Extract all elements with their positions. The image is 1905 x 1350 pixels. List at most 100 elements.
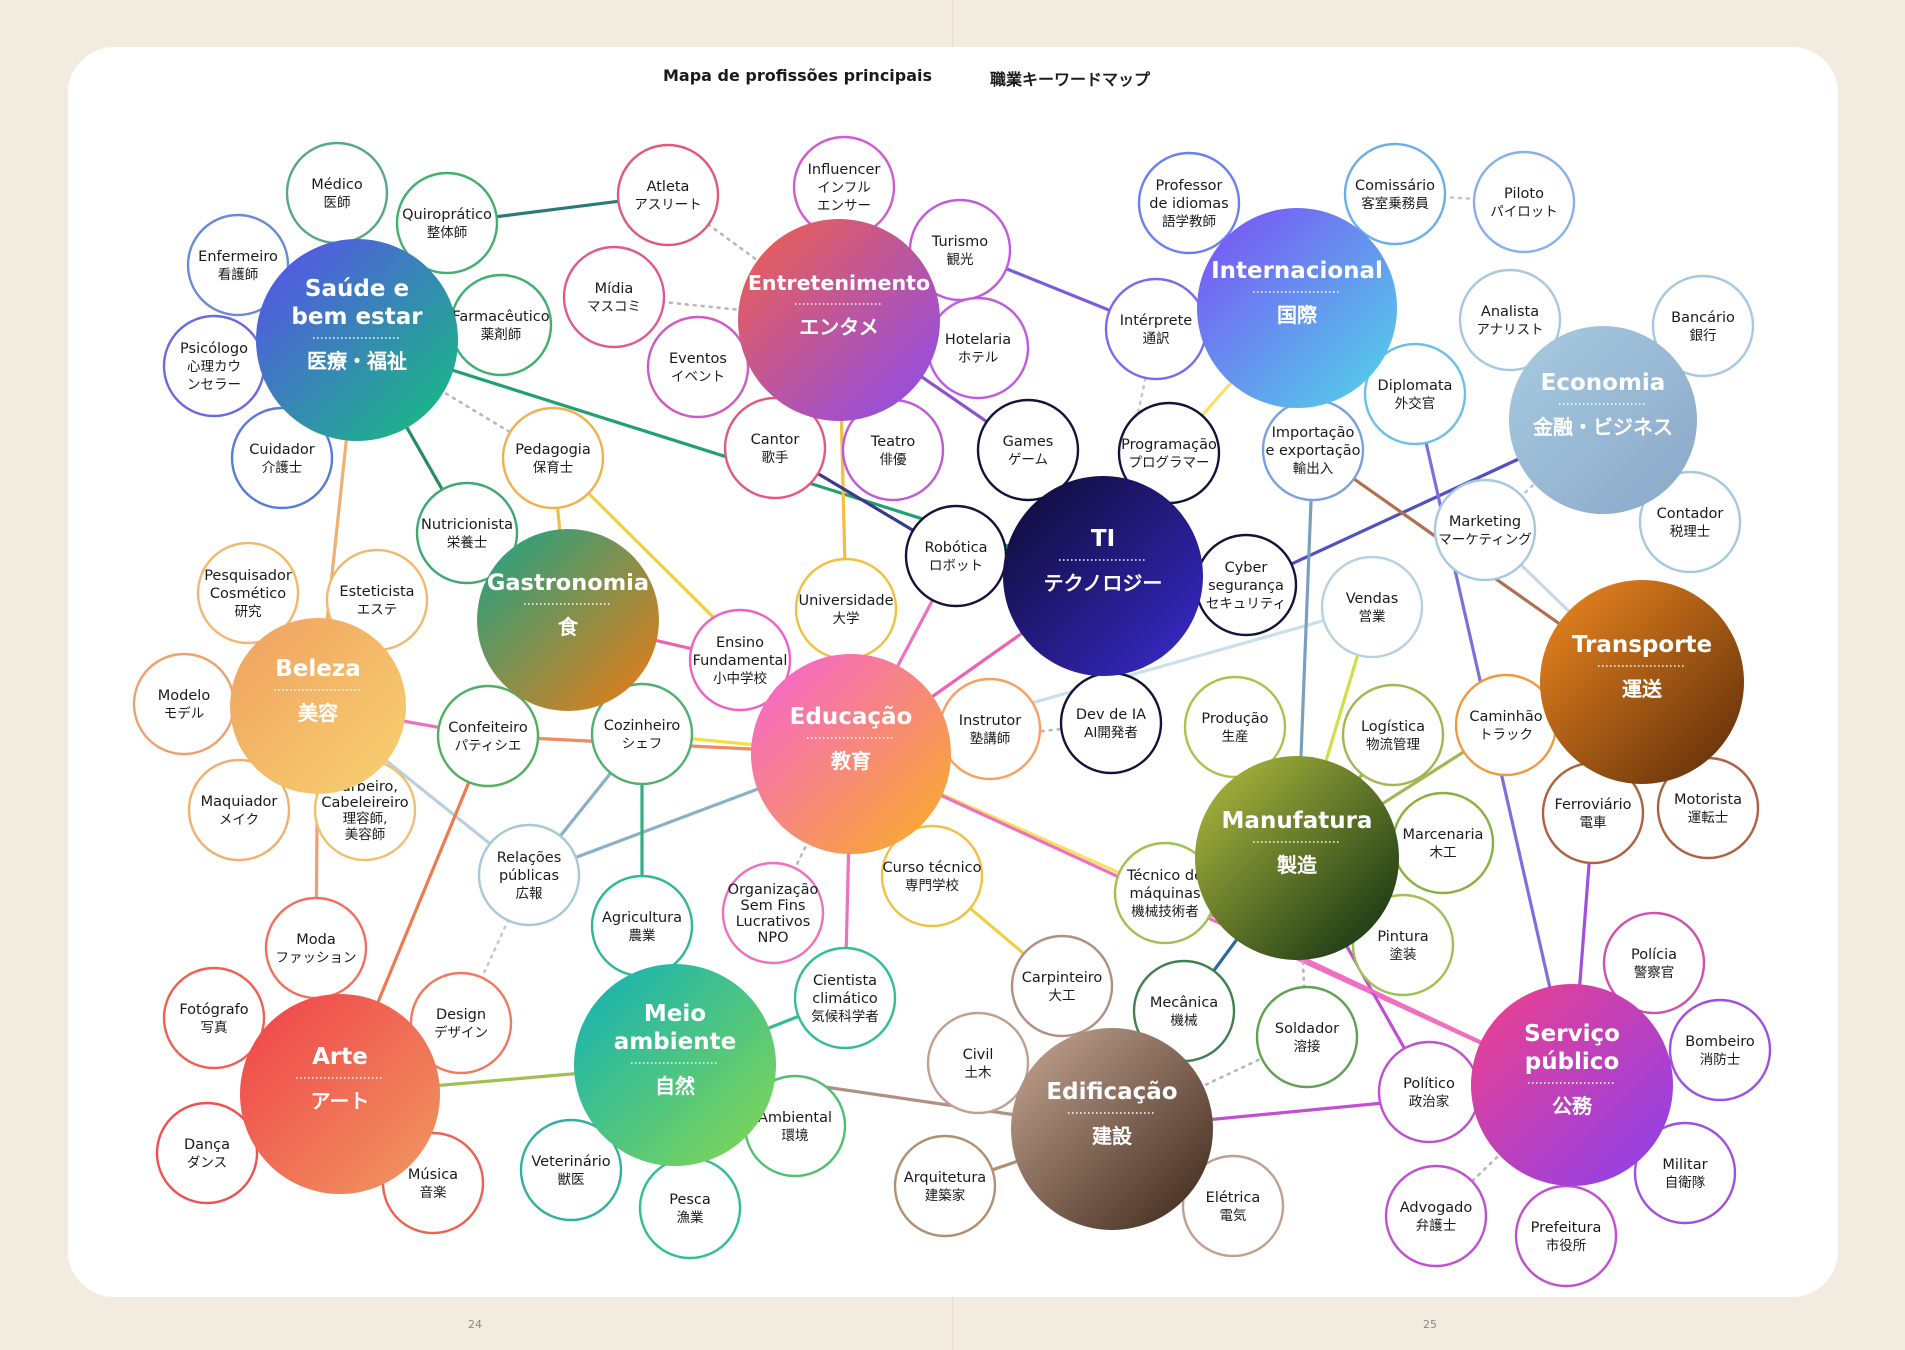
node-marketing[interactable]: Marketing マーケティング	[1433, 478, 1537, 582]
hub-subtitle: 自然	[655, 1074, 695, 1098]
node-label: Marketing	[1449, 514, 1521, 530]
node-mecanica[interactable]: Mecânica 機械	[1132, 959, 1236, 1063]
node-circle	[1010, 934, 1114, 1038]
node-bombeiro[interactable]: Bombeiro 消防士	[1668, 998, 1772, 1102]
node-eletrica[interactable]: Elétrica 電気	[1181, 1154, 1285, 1258]
hub-edificacao[interactable]: Edificação 建設	[1011, 1028, 1213, 1230]
hub-economia[interactable]: Economia 金融・ビジネス	[1509, 326, 1697, 514]
node-danca[interactable]: Dança ダンス	[155, 1101, 259, 1205]
node-label: Pesca	[669, 1192, 711, 1208]
node-games[interactable]: Games ゲーム	[976, 398, 1080, 502]
hub-arte[interactable]: Arte アート	[240, 994, 440, 1194]
node-midia[interactable]: Mídia マスコミ	[562, 245, 666, 349]
node-marcenaria[interactable]: Marcenaria 木工	[1391, 791, 1495, 895]
node-confeiteiro[interactable]: Confeiteiro パティシエ	[436, 684, 540, 788]
node-cientista[interactable]: Cientista climático 気候科学者	[793, 946, 897, 1050]
node-piloto[interactable]: Piloto パイロット	[1472, 150, 1576, 254]
node-motorista[interactable]: Motorista 運転士	[1656, 756, 1760, 860]
node-caminhao[interactable]: Caminhão トラック	[1454, 673, 1558, 777]
node-circle	[1668, 998, 1772, 1102]
node-eventos[interactable]: Eventos イベント	[646, 315, 750, 419]
hub-manufatura[interactable]: Manufatura 製造	[1195, 756, 1399, 960]
node-agricultura[interactable]: Agricultura 農業	[590, 874, 694, 978]
hub-educacao[interactable]: Educação 教育	[751, 654, 951, 854]
node-hotelaria[interactable]: Hotelaria ホテル	[926, 296, 1030, 400]
node-circle	[415, 481, 519, 585]
node-farma[interactable]: Farmacêutico 薬剤師	[449, 273, 553, 377]
node-cyber[interactable]: Cyber segurança セキュリティ	[1194, 533, 1298, 637]
node-medico[interactable]: Médico 医師	[285, 141, 389, 245]
node-devia[interactable]: Dev de IA AI開発者	[1059, 671, 1163, 775]
node-advogado[interactable]: Advogado 弁護士	[1384, 1164, 1488, 1268]
node-label: e exportação	[1265, 443, 1360, 459]
node-analista[interactable]: Analista アナリスト	[1458, 268, 1562, 372]
node-vendas[interactable]: Vendas 営業	[1320, 555, 1424, 659]
node-relacoes[interactable]: Relações públicas 広報	[477, 823, 581, 927]
hub-transporte[interactable]: Transporte 運送	[1540, 580, 1744, 784]
hub-gastronomia[interactable]: Gastronomia 食	[477, 529, 659, 711]
hub-entretenimento[interactable]: Entretenimento エンタメ	[738, 219, 940, 421]
hub-ti[interactable]: TI テクノロジー	[1003, 476, 1203, 676]
node-robotica[interactable]: Robótica ロボット	[904, 504, 1008, 608]
node-label: アナリスト	[1476, 322, 1543, 338]
node-label: 心理カウ	[187, 359, 241, 375]
node-moda[interactable]: Moda ファッション	[264, 896, 368, 1000]
node-ferroviario[interactable]: Ferroviário 電車	[1541, 761, 1645, 865]
node-label: 営業	[1359, 609, 1387, 625]
node-label: エンサー	[817, 198, 871, 214]
node-militar[interactable]: Militar 自衛隊	[1633, 1121, 1737, 1225]
node-bancario[interactable]: Bancário 銀行	[1651, 274, 1755, 378]
node-contador[interactable]: Contador 税理士	[1638, 470, 1742, 574]
node-civil[interactable]: Civil 土木	[926, 1011, 1030, 1115]
node-logistica[interactable]: Logística 物流管理	[1341, 683, 1445, 787]
node-atleta[interactable]: Atleta アスリート	[616, 143, 720, 247]
node-interprete[interactable]: Intérprete 通訳	[1104, 277, 1208, 381]
node-cuidador[interactable]: Cuidador 介護士	[230, 406, 334, 510]
node-quiro[interactable]: Quiroprático 整体師	[395, 171, 499, 275]
node-importacao[interactable]: Importação e exportação 輸出入	[1261, 398, 1365, 502]
node-label: 美容師	[345, 826, 386, 843]
node-teatro[interactable]: Teatro 俳優	[841, 398, 945, 502]
node-fotografo[interactable]: Fotógrafo 写真	[162, 966, 266, 1070]
node-producao[interactable]: Produção 生産	[1183, 675, 1287, 779]
node-instrutor[interactable]: Instrutor 塾講師	[938, 677, 1042, 781]
node-veterinario[interactable]: Veterinário 獣医	[519, 1118, 623, 1222]
node-carpinteiro[interactable]: Carpinteiro 大工	[1010, 934, 1114, 1038]
hub-internacional[interactable]: Internacional 国際	[1197, 208, 1397, 408]
node-cozinheiro[interactable]: Cozinheiro シェフ	[590, 682, 694, 786]
node-label: Bancário	[1671, 310, 1735, 326]
node-ambiental[interactable]: Ambiental 環境	[743, 1074, 847, 1178]
node-maquiador[interactable]: Maquiador メイク	[187, 758, 291, 862]
node-programacao[interactable]: Programação プログラマー	[1117, 401, 1221, 505]
node-enfermeiro[interactable]: Enfermeiro 看護師	[186, 213, 290, 317]
node-pesquisador[interactable]: Pesquisador Cosmético 研究	[196, 541, 300, 645]
node-pedagogia[interactable]: Pedagogia 保育士	[501, 406, 605, 510]
node-label: Bombeiro	[1685, 1034, 1755, 1050]
hub-beleza[interactable]: Beleza 美容	[230, 618, 406, 794]
node-pesca[interactable]: Pesca 漁業	[638, 1156, 742, 1260]
node-universidade[interactable]: Universidade 大学	[794, 557, 898, 661]
node-label: ホテル	[958, 350, 999, 366]
node-tecnico[interactable]: Técnico de máquinas 機械技術者	[1113, 841, 1217, 945]
